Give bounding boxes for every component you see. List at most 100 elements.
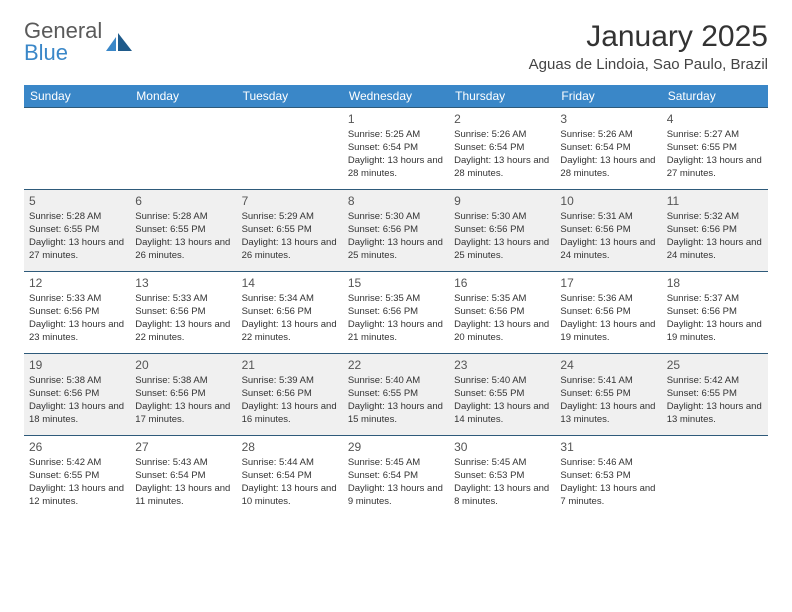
calendar-cell: 9Sunrise: 5:30 AMSunset: 6:56 PMDaylight… — [449, 190, 555, 272]
daylight-line: Daylight: 13 hours and 22 minutes. — [135, 319, 231, 345]
daylight-line: Daylight: 13 hours and 28 minutes. — [348, 155, 444, 181]
day-number: 18 — [667, 275, 763, 291]
daylight-line: Daylight: 13 hours and 20 minutes. — [454, 319, 550, 345]
sunrise-line: Sunrise: 5:42 AM — [29, 457, 125, 470]
day-number: 14 — [242, 275, 338, 291]
sunrise-line: Sunrise: 5:44 AM — [242, 457, 338, 470]
sunset-line: Sunset: 6:56 PM — [348, 224, 444, 237]
daylight-line: Daylight: 13 hours and 26 minutes. — [135, 237, 231, 263]
sunrise-line: Sunrise: 5:36 AM — [560, 293, 656, 306]
day-header: Friday — [555, 85, 661, 108]
day-number: 12 — [29, 275, 125, 291]
calendar-cell: 2Sunrise: 5:26 AMSunset: 6:54 PMDaylight… — [449, 108, 555, 190]
calendar-cell: 26 Sunrise: 5:42 AMSunset: 6:55 PMDayligh… — [24, 436, 130, 518]
sunrise-line: Sunrise: 5:33 AM — [29, 293, 125, 306]
day-number: 1 — [348, 111, 444, 127]
calendar-cell: 27Sunrise: 5:43 AMSunset: 6:54 PMDayligh… — [130, 436, 236, 518]
calendar-cell — [662, 436, 768, 518]
sunrise-line: Sunrise: 5:45 AM — [348, 457, 444, 470]
daylight-line: Daylight: 13 hours and 26 minutes. — [242, 237, 338, 263]
logo-sail-icon — [106, 33, 132, 51]
sunset-line: Sunset: 6:56 PM — [29, 306, 125, 319]
day-number: 6 — [135, 193, 231, 209]
day-number: 7 — [242, 193, 338, 209]
header: General Blue January 2025 Aguas de Lindo… — [24, 20, 768, 73]
sunrise-line: Sunrise: 5:28 AM — [135, 211, 231, 224]
daylight-line: Daylight: 13 hours and 24 minutes. — [667, 237, 763, 263]
day-number: 28 — [242, 439, 338, 455]
sunset-line: Sunset: 6:53 PM — [454, 470, 550, 483]
calendar-cell — [24, 108, 130, 190]
daylight-line: Daylight: 13 hours and 25 minutes. — [454, 237, 550, 263]
logo-text: General Blue — [24, 20, 102, 64]
sunset-line: Sunset: 6:56 PM — [667, 224, 763, 237]
sunset-line: Sunset: 6:55 PM — [242, 224, 338, 237]
calendar-cell: 20Sunrise: 5:38 AMSunset: 6:56 PMDayligh… — [130, 354, 236, 436]
calendar-cell: 29Sunrise: 5:45 AMSunset: 6:54 PMDayligh… — [343, 436, 449, 518]
daylight-line: Daylight: 13 hours and 9 minutes. — [348, 483, 444, 509]
sunset-line: Sunset: 6:55 PM — [454, 388, 550, 401]
day-number: 2 — [454, 111, 550, 127]
day-number: 5 — [29, 193, 125, 209]
day-number: 20 — [135, 357, 231, 373]
daylight-line: Daylight: 13 hours and 15 minutes. — [348, 401, 444, 427]
day-number: 22 — [348, 357, 444, 373]
calendar-head: SundayMondayTuesdayWednesdayThursdayFrid… — [24, 85, 768, 108]
day-header-row: SundayMondayTuesdayWednesdayThursdayFrid… — [24, 85, 768, 108]
sunset-line: Sunset: 6:54 PM — [135, 470, 231, 483]
sunset-line: Sunset: 6:53 PM — [560, 470, 656, 483]
calendar-cell: 18 Sunrise: 5:37 AMSunset: 6:56 PMDayligh… — [662, 272, 768, 354]
day-number: 11 — [667, 193, 763, 209]
daylight-line: Daylight: 13 hours and 12 minutes. — [29, 483, 125, 509]
sunrise-line: Sunrise: 5:27 AM — [667, 129, 763, 142]
sunset-line: Sunset: 6:55 PM — [667, 142, 763, 155]
sunset-line: Sunset: 6:55 PM — [29, 470, 125, 483]
calendar-body: 1Sunrise: 5:25 AMSunset: 6:54 PMDaylight… — [24, 108, 768, 518]
location-text: Aguas de Lindoia, Sao Paulo, Brazil — [529, 56, 768, 73]
calendar-cell: 25Sunrise: 5:42 AMSunset: 6:55 PMDayligh… — [662, 354, 768, 436]
daylight-line: Daylight: 13 hours and 27 minutes. — [29, 237, 125, 263]
daylight-line: Daylight: 13 hours and 13 minutes. — [560, 401, 656, 427]
daylight-line: Daylight: 13 hours and 28 minutes. — [560, 155, 656, 181]
sunrise-line: Sunrise: 5:34 AM — [242, 293, 338, 306]
calendar-week-row: 19Sunrise: 5:38 AMSunset: 6:56 PMDayligh… — [24, 354, 768, 436]
calendar-cell: 31Sunrise: 5:46 AMSunset: 6:53 PMDayligh… — [555, 436, 661, 518]
sunrise-line: Sunrise: 5:39 AM — [242, 375, 338, 388]
sunset-line: Sunset: 6:56 PM — [667, 306, 763, 319]
calendar-week-row: 12Sunrise: 5:33 AMSunset: 6:56 PMDayligh… — [24, 272, 768, 354]
calendar-cell: 1Sunrise: 5:25 AMSunset: 6:54 PMDaylight… — [343, 108, 449, 190]
calendar-cell: 14Sunrise: 5:34 AMSunset: 6:56 PMDayligh… — [237, 272, 343, 354]
calendar-cell: 10Sunrise: 5:31 AMSunset: 6:56 PMDayligh… — [555, 190, 661, 272]
sunset-line: Sunset: 6:55 PM — [667, 388, 763, 401]
sunset-line: Sunset: 6:54 PM — [560, 142, 656, 155]
sunrise-line: Sunrise: 5:25 AM — [348, 129, 444, 142]
sunrise-line: Sunrise: 5:38 AM — [135, 375, 231, 388]
sunset-line: Sunset: 6:55 PM — [29, 224, 125, 237]
sunset-line: Sunset: 6:56 PM — [135, 388, 231, 401]
sunrise-line: Sunrise: 5:35 AM — [348, 293, 444, 306]
calendar-cell: 13Sunrise: 5:33 AMSunset: 6:56 PMDayligh… — [130, 272, 236, 354]
day-header: Monday — [130, 85, 236, 108]
daylight-line: Daylight: 13 hours and 16 minutes. — [242, 401, 338, 427]
daylight-line: Daylight: 13 hours and 19 minutes. — [667, 319, 763, 345]
day-number: 9 — [454, 193, 550, 209]
daylight-line: Daylight: 13 hours and 27 minutes. — [667, 155, 763, 181]
sunrise-line: Sunrise: 5:30 AM — [348, 211, 444, 224]
sunset-line: Sunset: 6:56 PM — [348, 306, 444, 319]
sunrise-line: Sunrise: 5:26 AM — [454, 129, 550, 142]
calendar-cell: 16Sunrise: 5:35 AMSunset: 6:56 PMDayligh… — [449, 272, 555, 354]
day-number: 25 — [667, 357, 763, 373]
day-header: Sunday — [24, 85, 130, 108]
sunrise-line: Sunrise: 5:37 AM — [667, 293, 763, 306]
day-number: 17 — [560, 275, 656, 291]
day-number: 29 — [348, 439, 444, 455]
day-number: 26 — [29, 439, 125, 455]
day-number: 8 — [348, 193, 444, 209]
calendar-cell: 15Sunrise: 5:35 AMSunset: 6:56 PMDayligh… — [343, 272, 449, 354]
sunrise-line: Sunrise: 5:45 AM — [454, 457, 550, 470]
day-number: 15 — [348, 275, 444, 291]
calendar-week-row: 26Sunrise: 5:42 AMSunset: 6:55 PMDayligh… — [24, 436, 768, 518]
sunrise-line: Sunrise: 5:41 AM — [560, 375, 656, 388]
sunset-line: Sunset: 6:56 PM — [242, 306, 338, 319]
logo-word-2: Blue — [24, 40, 68, 65]
